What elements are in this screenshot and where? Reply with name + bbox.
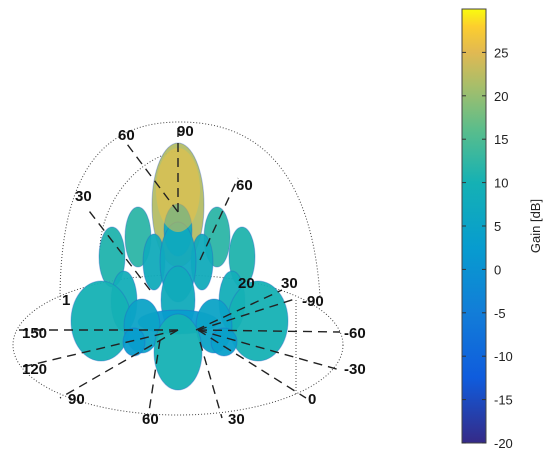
colorbar-tick-label: 5	[494, 219, 501, 234]
azimuth-label: 60	[142, 411, 159, 428]
angle-spoke	[197, 297, 299, 331]
angle-spoke	[85, 206, 151, 291]
radiation-lobe	[227, 280, 289, 362]
azimuth-label: 90	[68, 391, 85, 408]
colorbar-tick-label: 20	[494, 89, 508, 104]
angle-spoke	[197, 329, 341, 371]
spokes-layer	[17, 128, 341, 419]
colorbar-tick-label: -20	[494, 436, 513, 451]
colorbar-tick-label: 25	[494, 45, 508, 60]
azimuth-label: 30	[228, 411, 245, 428]
colorbar-tick-label: 10	[494, 176, 508, 191]
azimuth-label: -30	[344, 361, 366, 378]
azimuth-label: 0	[308, 391, 316, 408]
colorbar-ticks: -20 -15 -10 -5 0 5 10 15 20 25	[462, 45, 513, 451]
elevation-label: 30	[281, 275, 298, 292]
angle-spoke	[199, 341, 223, 419]
angle-spoke	[17, 329, 179, 369]
colorbar-title: Gain [dB]	[528, 199, 543, 253]
colorbar-tick-label: -5	[494, 306, 506, 321]
angle-spoke	[147, 339, 161, 419]
radiation-lobe	[210, 327, 238, 357]
angle-spoke	[197, 329, 341, 333]
angle-spoke	[123, 139, 179, 213]
colorbar-tick-label: 15	[494, 132, 508, 147]
angle-spoke	[197, 329, 307, 399]
azimuth-label: 120	[22, 361, 47, 378]
colorbar-tick-label: 0	[494, 262, 501, 277]
angle-spoke	[195, 289, 283, 331]
azimuth-label: -90	[302, 293, 324, 310]
elevation-label: 20	[238, 275, 255, 292]
colorbar-tick-label: -10	[494, 349, 513, 364]
colorbar: -20 -15 -10 -5 0 5 10 15 20 25 Gain [dB]	[461, 8, 543, 451]
azimuth-label: -60	[344, 325, 366, 342]
elevation-label: 60	[236, 177, 253, 194]
elevation-label: 30	[75, 188, 92, 205]
labels-layer: 0 -30 -60 -90 120 150 1 30 60 90 30 60 9…	[22, 123, 366, 428]
azimuth-label: 1	[62, 292, 70, 309]
angle-spoke	[59, 329, 179, 399]
azimuth-label: 150	[22, 325, 47, 342]
elevation-label: 60	[118, 127, 135, 144]
elevation-label: 90	[177, 123, 194, 140]
colorbar-tick-label: -15	[494, 393, 513, 408]
radiation-lobe	[153, 313, 203, 391]
angle-spoke	[199, 177, 239, 261]
lobes-layer	[70, 142, 289, 391]
